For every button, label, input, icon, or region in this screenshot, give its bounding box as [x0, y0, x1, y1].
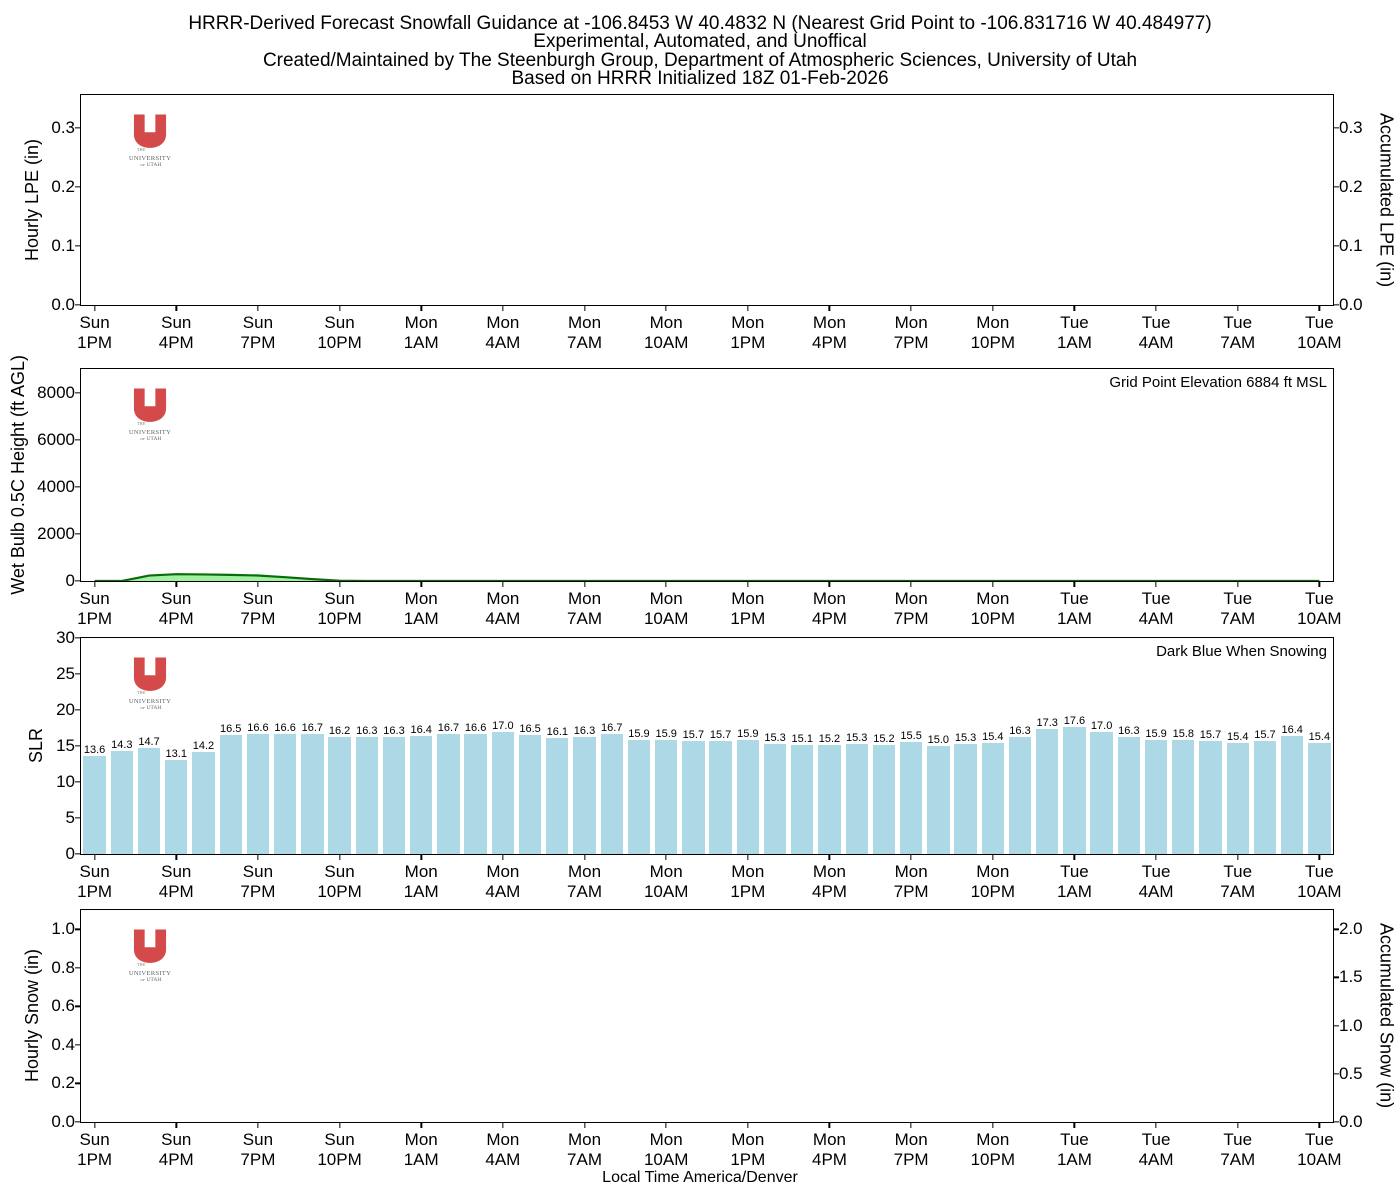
svg-text:UNIVERSITY: UNIVERSITY [129, 970, 171, 977]
svg-text:UNIVERSITY: UNIVERSITY [129, 698, 171, 705]
svg-text:THE: THE [137, 691, 146, 695]
svg-text:OF UTAH: OF UTAH [140, 705, 161, 711]
svg-text:THE: THE [137, 963, 146, 967]
svg-text:UNIVERSITY: UNIVERSITY [129, 155, 171, 162]
svg-text:THE: THE [137, 148, 146, 152]
svg-text:OF UTAH: OF UTAH [140, 162, 161, 168]
svg-text:OF UTAH: OF UTAH [140, 977, 161, 983]
